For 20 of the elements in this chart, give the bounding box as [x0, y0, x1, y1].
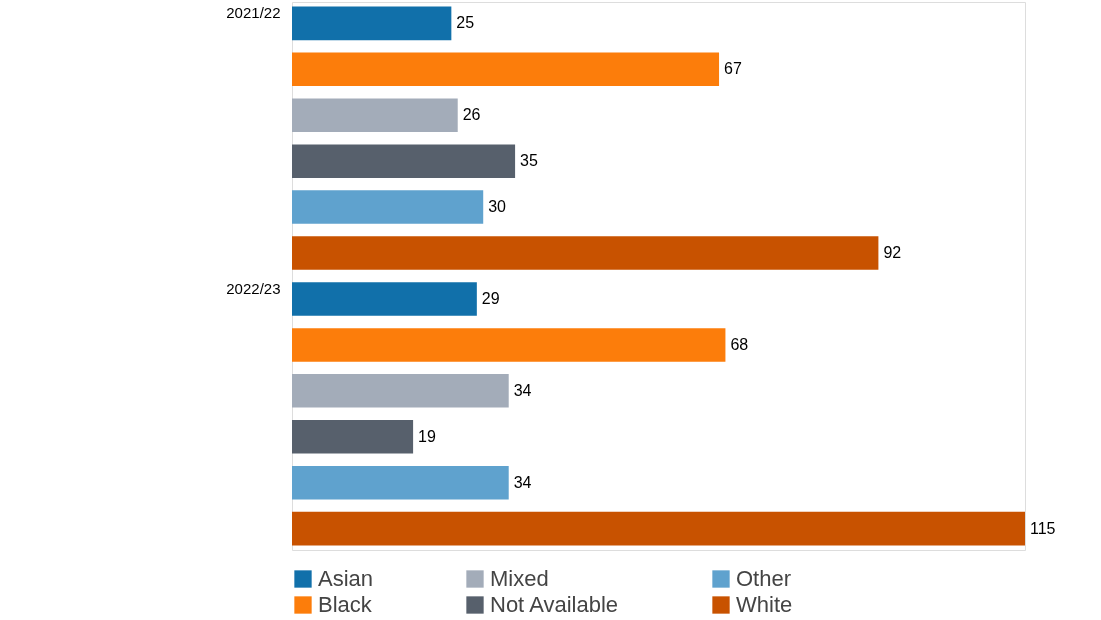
- legend-label: Other: [736, 566, 792, 591]
- data-label: 92: [883, 244, 902, 262]
- y-tick-label: 2022/23: [226, 279, 281, 297]
- y-tick-label: 2021/22: [226, 4, 281, 22]
- legend-label: White: [736, 592, 793, 617]
- data-label: 19: [418, 427, 436, 445]
- data-label: 26: [462, 106, 481, 124]
- data-label: 30: [488, 198, 507, 216]
- legend-label: Mixed: [490, 566, 549, 591]
- data-label: 68: [730, 335, 749, 353]
- data-label: 115: [1030, 519, 1056, 537]
- data-label: 25: [456, 14, 475, 32]
- data-label: 34: [513, 381, 532, 399]
- data-label: 29: [481, 289, 500, 307]
- legend-label: Black: [318, 592, 373, 617]
- data-label: 35: [520, 152, 538, 170]
- legend-label: Not Available: [490, 592, 619, 617]
- data-label: 34: [513, 473, 532, 491]
- legend-label: Asian: [318, 566, 374, 591]
- data-label: 67: [724, 60, 742, 78]
